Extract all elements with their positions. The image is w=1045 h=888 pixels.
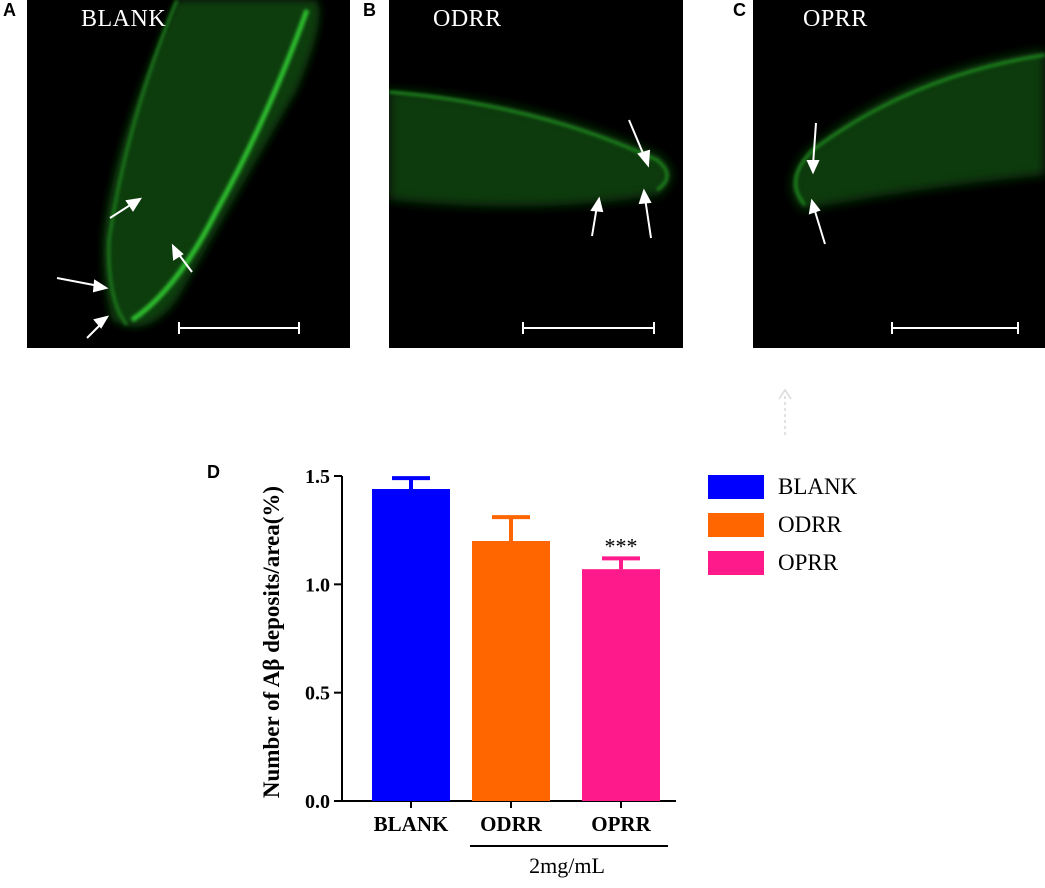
x-tick-label-2: OPRR	[591, 812, 651, 836]
legend-swatch-blank	[708, 475, 764, 499]
bar-oprr	[582, 569, 660, 801]
micrograph-label-blank: BLANK	[81, 6, 167, 32]
y-tick-label-2: 1.0	[305, 574, 330, 596]
legend-item-oprr: OPRR	[708, 550, 838, 576]
legend-label-odrr: ODRR	[778, 512, 842, 537]
panel-letter-c: C	[733, 0, 746, 20]
micrograph-oprr: OPRR	[753, 0, 1045, 348]
worm-image-blank	[56, 0, 320, 339]
x-tick-label-1: ODRR	[480, 812, 543, 836]
bar-odrr	[472, 541, 550, 801]
group-label: 2mg/mL	[529, 853, 605, 878]
x-tick-label-0: BLANK	[374, 812, 449, 836]
y-axis-label: Number of Aβ deposits/area(%)	[259, 486, 284, 798]
y-tick-label-1: 0.5	[305, 683, 330, 705]
micrograph-blank: BLANK	[27, 0, 350, 348]
y-tick-label-3: 1.5	[305, 466, 330, 488]
legend-swatch-oprr	[708, 551, 764, 575]
faint-arrow-icon	[778, 388, 792, 435]
legend-item-blank: BLANK	[708, 474, 857, 500]
panel-letter-d: D	[207, 462, 220, 482]
y-tick-label-0: 0.0	[305, 791, 330, 813]
legend-label-blank: BLANK	[778, 474, 858, 499]
panel-letter-b: B	[363, 0, 376, 20]
panel-letter-a: A	[3, 0, 16, 20]
micrograph-odrr: ODRR	[389, 0, 683, 348]
micrograph-label-odrr: ODRR	[433, 6, 502, 32]
worm-image-oprr	[791, 50, 1045, 334]
legend-item-odrr: ODRR	[708, 512, 842, 538]
legend-label-oprr: OPRR	[778, 550, 839, 575]
significance-annotation: ***	[605, 533, 638, 558]
micrograph-label-oprr: OPRR	[803, 6, 868, 32]
bar-blank	[372, 489, 450, 801]
worm-image-odrr	[389, 90, 672, 334]
legend-swatch-odrr	[708, 513, 764, 537]
